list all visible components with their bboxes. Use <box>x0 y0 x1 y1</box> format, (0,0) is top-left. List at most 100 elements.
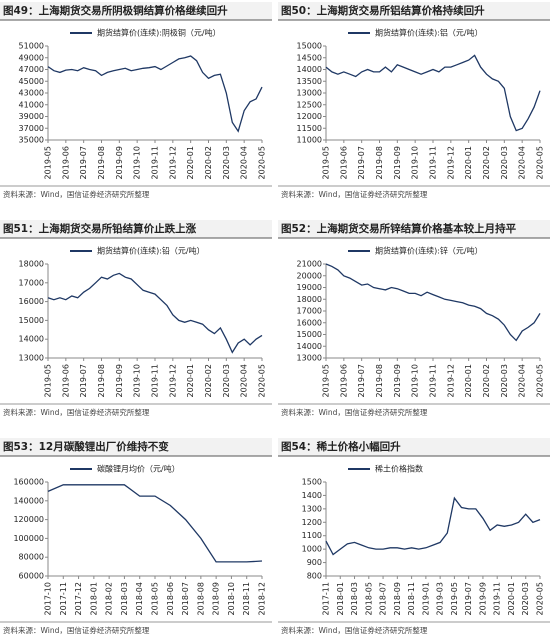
x-tick-label: 2020-01 <box>186 146 195 179</box>
y-tick-label: 39000 <box>19 112 44 121</box>
y-tick-label: 14000 <box>297 65 322 74</box>
y-tick-label: 37000 <box>19 124 44 133</box>
source-note: 资料来源：Wind，国信证券经济研究所整理 <box>3 407 150 417</box>
title-bar <box>0 2 272 20</box>
x-tick-label: 2020-04 <box>240 364 249 397</box>
y-tick-label: 14000 <box>19 335 44 344</box>
y-tick-label: 12000 <box>297 112 322 121</box>
x-tick-label: 2019-10 <box>411 364 420 397</box>
legend-label: 期货结算价(连续):铅（元/吨） <box>97 246 205 256</box>
y-tick-label: 45000 <box>19 77 44 86</box>
x-tick-label: 2019-07 <box>357 364 366 397</box>
x-tick-label: 2019-09 <box>478 582 487 615</box>
x-tick-label: 2017-11 <box>59 582 68 615</box>
legend-label: 期货结算价(连续):锌（元/吨） <box>375 246 483 256</box>
y-tick-label: 100000 <box>13 534 44 543</box>
x-tick-label: 2019-09 <box>115 146 124 179</box>
x-tick-label: 2019-09 <box>115 364 124 397</box>
y-tick-label: 18000 <box>297 295 322 304</box>
x-tick-label: 2019-03 <box>436 582 445 615</box>
y-tick-label: 800 <box>307 572 322 581</box>
x-tick-label: 2019-08 <box>375 146 384 179</box>
x-tick-label: 2019-11 <box>429 364 438 397</box>
chart-title: 图54：稀土价格小幅回升 <box>281 440 401 453</box>
y-tick-label: 14000 <box>297 342 322 351</box>
x-tick-label: 2019-07 <box>79 146 88 179</box>
series-line <box>47 484 263 563</box>
y-tick-label: 13500 <box>297 77 322 86</box>
y-tick-label: 1500 <box>302 478 322 487</box>
x-tick-label: 2018-06 <box>166 582 175 615</box>
y-tick-label: 41000 <box>19 100 44 109</box>
x-tick-label: 2018-04 <box>135 582 144 615</box>
x-tick-label: 2018-07 <box>181 582 190 615</box>
y-tick-label: 15000 <box>19 316 44 325</box>
x-tick-label: 2019-07 <box>79 364 88 397</box>
x-tick-label: 2018-01 <box>336 582 345 615</box>
y-tick-label: 20000 <box>297 271 322 280</box>
series-line <box>325 54 541 132</box>
title-bar <box>0 220 272 238</box>
y-tick-label: 18000 <box>19 260 44 269</box>
x-tick-label: 2020-02 <box>204 146 213 179</box>
y-tick-label: 11000 <box>297 136 322 145</box>
y-tick-label: 11500 <box>297 124 322 133</box>
title-bar <box>0 438 272 456</box>
y-tick-label: 43000 <box>19 89 44 98</box>
x-tick-label: 2020-03 <box>222 364 231 397</box>
title-bar <box>278 438 550 456</box>
x-tick-label: 2018-10 <box>227 582 236 615</box>
y-tick-label: 21000 <box>297 260 322 269</box>
source-note: 资料来源：Wind，国信证券经济研究所整理 <box>3 625 150 635</box>
source-note: 资料来源：Wind，国信证券经济研究所整理 <box>281 407 428 417</box>
x-tick-label: 2019-10 <box>133 146 142 179</box>
x-tick-label: 2020-05 <box>536 364 545 397</box>
y-tick-label: 19000 <box>297 283 322 292</box>
x-tick-label: 2019-11 <box>151 146 160 179</box>
y-tick-label: 900 <box>307 558 322 567</box>
y-tick-label: 13000 <box>19 354 44 363</box>
x-tick-label: 2020-05 <box>536 146 545 179</box>
y-tick-label: 1300 <box>302 504 322 513</box>
source-note: 资料来源：Wind，国信证券经济研究所整理 <box>281 625 428 635</box>
x-tick-label: 2020-03 <box>500 146 509 179</box>
chart-title: 图53：12月碳酸锂出厂价维持不变 <box>3 440 169 453</box>
x-tick-label: 2020-03 <box>521 582 530 615</box>
x-tick-label: 2019-07 <box>464 582 473 615</box>
x-tick-label: 2018-05 <box>364 582 373 615</box>
series-line <box>325 496 541 556</box>
x-tick-label: 2020-04 <box>518 146 527 179</box>
y-tick-label: 16000 <box>297 318 322 327</box>
x-tick-label: 2020-02 <box>482 146 491 179</box>
x-tick-label: 2019-12 <box>168 146 177 179</box>
x-tick-label: 2020-04 <box>518 364 527 397</box>
x-tick-label: 2018-09 <box>393 582 402 615</box>
legend-label: 期货结算价(连续):铝（元/吨） <box>375 28 483 38</box>
title-bar <box>278 220 550 238</box>
x-tick-label: 2018-05 <box>151 582 160 615</box>
legend-label: 稀土价格指数 <box>375 464 423 474</box>
x-tick-label: 2019-10 <box>411 146 420 179</box>
x-tick-label: 2017-11 <box>322 582 331 615</box>
x-tick-label: 2020-01 <box>464 364 473 397</box>
x-tick-label: 2019-01 <box>421 582 430 615</box>
y-tick-label: 49000 <box>19 53 44 62</box>
y-tick-label: 1200 <box>302 518 322 527</box>
x-tick-label: 2018-09 <box>212 582 221 615</box>
chart-title: 图52：上海期货交易所锌结算价格基本较上月持平 <box>281 222 517 235</box>
x-tick-label: 2019-05 <box>44 364 53 397</box>
y-tick-label: 120000 <box>13 515 44 524</box>
x-tick-label: 2019-09 <box>393 364 402 397</box>
x-tick-label: 2017-12 <box>74 582 83 615</box>
x-tick-label: 2019-05 <box>322 364 331 397</box>
x-tick-label: 2019-07 <box>357 146 366 179</box>
y-tick-label: 60000 <box>19 572 44 581</box>
title-bar <box>278 2 550 20</box>
y-tick-label: 140000 <box>13 496 44 505</box>
x-tick-label: 2018-02 <box>105 582 114 615</box>
x-tick-label: 2020-04 <box>240 146 249 179</box>
x-tick-label: 2020-02 <box>204 364 213 397</box>
x-tick-label: 2020-05 <box>258 364 267 397</box>
